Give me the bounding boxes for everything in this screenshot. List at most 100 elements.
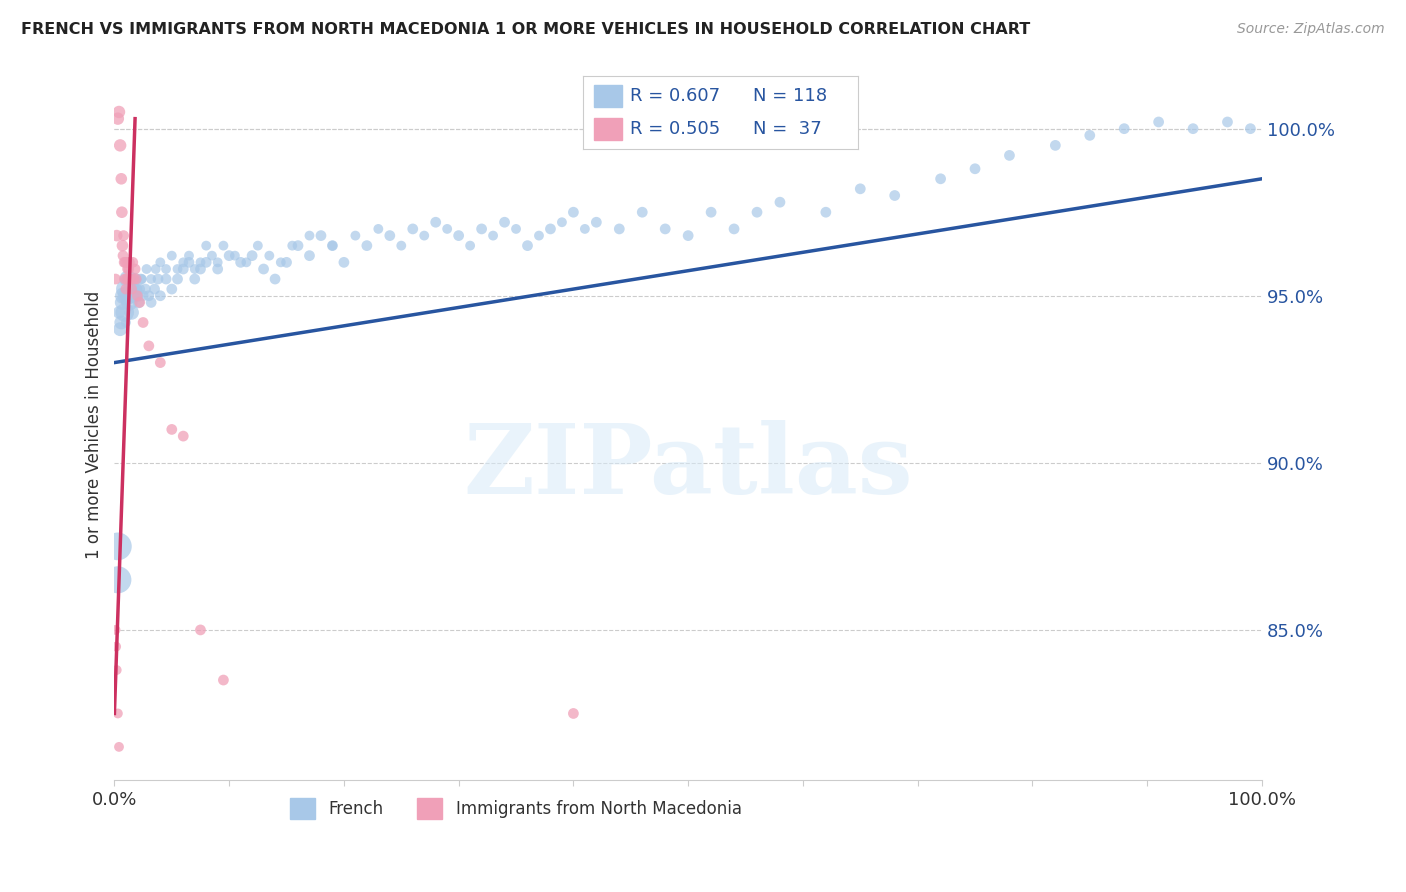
Point (190, 262, 212, 277)
Point (115, 272, 138, 286)
Point (131, 272, 153, 286)
Point (125, 272, 148, 286)
Point (184, 272, 207, 286)
Point (111, 205, 134, 219)
Point (177, 249, 200, 263)
Point (107, 573, 129, 587)
Point (195, 238, 218, 252)
Point (111, 295, 134, 310)
Point (207, 262, 229, 277)
Point (138, 289, 160, 303)
Point (110, 316, 132, 330)
Point (121, 255, 143, 269)
Point (551, 215, 574, 229)
Point (115, 282, 138, 296)
Point (146, 272, 169, 286)
Point (190, 255, 212, 269)
Point (108, 305, 131, 319)
Point (505, 222, 527, 236)
Point (149, 355, 172, 369)
Point (132, 316, 155, 330)
Point (229, 255, 252, 269)
Point (139, 272, 162, 286)
Point (114, 305, 136, 319)
Point (1239, 121, 1261, 136)
Point (108, 739, 131, 754)
Point (105, 640, 128, 654)
Point (224, 249, 246, 263)
Point (298, 228, 321, 243)
Point (240, 249, 263, 263)
Point (166, 272, 188, 286)
Point (367, 222, 389, 236)
Point (143, 282, 166, 296)
Point (127, 289, 149, 303)
Point (723, 222, 745, 236)
Point (287, 238, 309, 252)
Point (389, 238, 412, 252)
Point (1078, 128, 1101, 143)
Point (139, 295, 162, 310)
Point (562, 205, 585, 219)
Point (207, 255, 229, 269)
Point (883, 188, 905, 202)
Point (246, 238, 269, 252)
Point (160, 282, 183, 296)
Point (344, 228, 367, 243)
Point (471, 222, 494, 236)
Point (413, 228, 436, 243)
Point (127, 282, 149, 296)
Point (172, 429, 194, 443)
Point (125, 282, 148, 296)
Point (108, 105, 131, 120)
Point (402, 222, 425, 236)
Point (122, 289, 145, 303)
Point (121, 282, 143, 296)
Point (378, 228, 401, 243)
Point (1182, 121, 1205, 136)
Point (166, 262, 188, 277)
Point (104, 623, 127, 637)
Point (149, 255, 172, 269)
Point (540, 222, 562, 236)
Point (121, 282, 143, 296)
Point (105, 663, 128, 677)
Point (212, 238, 235, 252)
Point (135, 262, 157, 277)
Point (700, 205, 723, 219)
Point (108, 322, 131, 336)
Point (259, 249, 281, 263)
Point (108, 138, 131, 153)
Point (124, 262, 146, 277)
Point (111, 249, 134, 263)
Point (145, 262, 167, 277)
Text: R = 0.607: R = 0.607 (630, 87, 720, 104)
Text: ZIPatlas: ZIPatlas (464, 420, 912, 514)
Point (128, 282, 150, 296)
Point (482, 228, 505, 243)
Point (122, 272, 145, 286)
Point (118, 255, 141, 269)
Text: N = 118: N = 118 (754, 87, 828, 104)
Point (110, 171, 132, 186)
Point (516, 238, 538, 252)
Point (574, 222, 596, 236)
Point (184, 262, 207, 277)
Point (190, 623, 212, 637)
Text: N =  37: N = 37 (754, 120, 823, 138)
Point (654, 222, 676, 236)
Point (117, 262, 139, 277)
Point (963, 161, 986, 176)
Point (676, 228, 699, 243)
Point (252, 262, 274, 277)
Point (309, 228, 332, 243)
Point (127, 289, 149, 303)
Point (132, 289, 155, 303)
Point (114, 255, 136, 269)
Point (527, 228, 550, 243)
Point (998, 148, 1021, 162)
Point (160, 422, 183, 436)
Point (436, 222, 458, 236)
Point (117, 272, 139, 286)
Point (333, 255, 356, 269)
